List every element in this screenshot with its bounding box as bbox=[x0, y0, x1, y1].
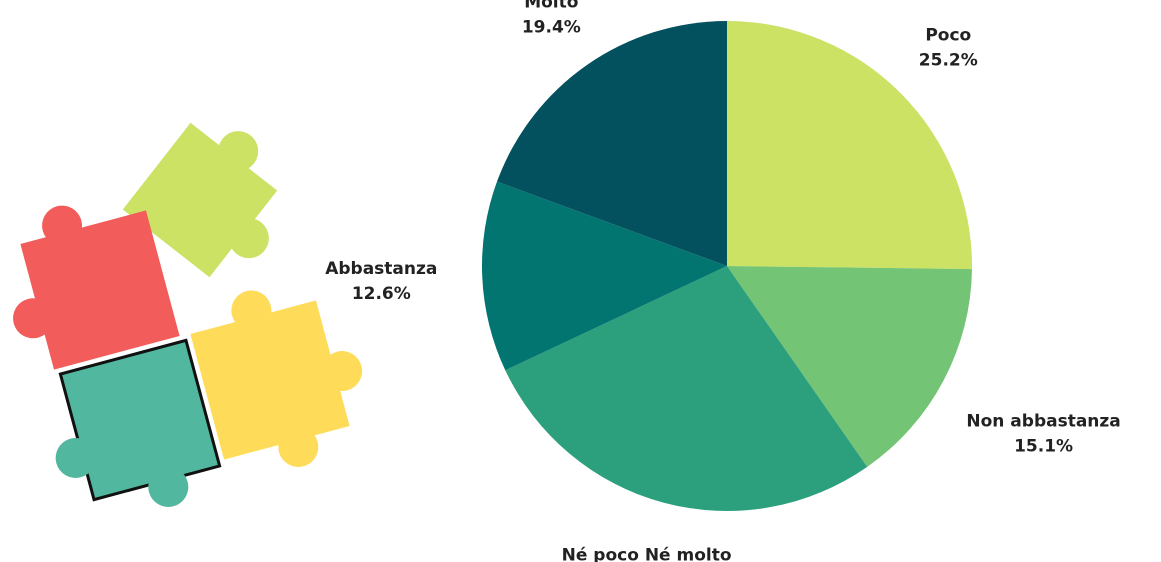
slice-label: Molto bbox=[524, 0, 578, 12]
slice-label: Abbastanza bbox=[325, 259, 437, 279]
slice-label: Non abbastanza bbox=[966, 412, 1120, 432]
pie-slice bbox=[727, 266, 972, 467]
slice-value-label: 19.4% bbox=[522, 17, 581, 37]
pie-slice bbox=[497, 21, 727, 266]
slice-value-label: 25.2% bbox=[919, 50, 978, 70]
slice-label: Poco bbox=[925, 25, 971, 45]
pie-slice bbox=[505, 266, 868, 511]
slice-value-label: 12.6% bbox=[352, 284, 411, 304]
slice-label: Né poco Né molto bbox=[562, 545, 732, 562]
pie-slice bbox=[481, 181, 727, 371]
puzzle-decoration bbox=[13, 122, 363, 507]
pie-slice bbox=[727, 21, 972, 270]
slice-value-label: 15.1% bbox=[1014, 437, 1073, 457]
